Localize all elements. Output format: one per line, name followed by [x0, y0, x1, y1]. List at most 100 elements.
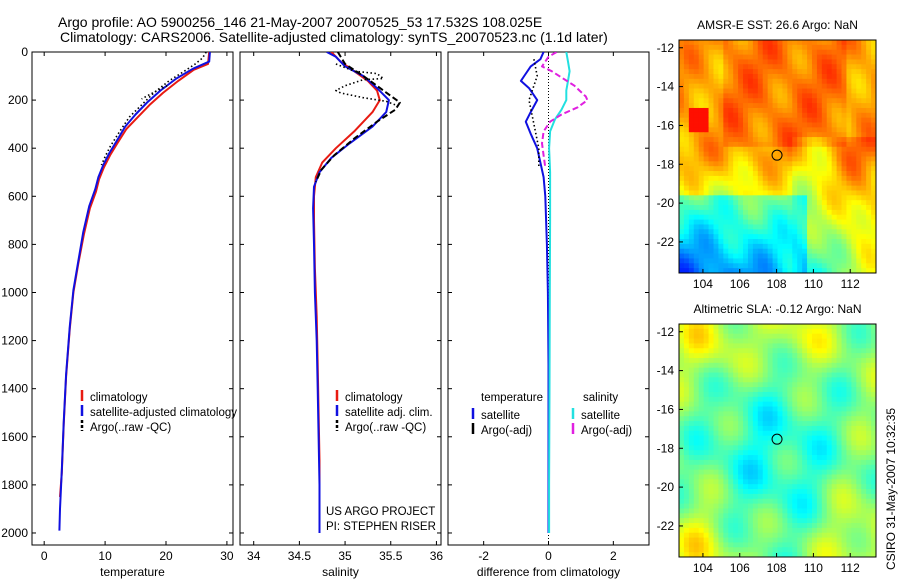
- heatmap-cell: [757, 469, 764, 475]
- heatmap-cell: [738, 489, 744, 495]
- heatmap-cell: [831, 425, 837, 432]
- heatmap-cell: [821, 248, 828, 254]
- heatmap-cell: [708, 175, 714, 182]
- heatmap-cell: [807, 214, 813, 220]
- heatmap-cell: [747, 69, 754, 75]
- difference-series-group: [519, 52, 589, 533]
- heatmap-cell: [767, 328, 773, 335]
- heatmap-cell: [841, 200, 847, 206]
- heatmap-cell: [782, 445, 788, 451]
- heatmap-cell: [762, 205, 769, 211]
- heatmap-cell: [811, 234, 818, 240]
- heatmap-cell: [846, 175, 852, 182]
- heatmap-cell: [782, 324, 788, 330]
- heatmap-cell: [738, 161, 744, 167]
- heatmap-cell: [782, 180, 788, 187]
- heatmap-cell: [693, 117, 700, 123]
- heatmap-cell: [797, 73, 803, 80]
- heatmap-cell: [679, 479, 685, 485]
- heatmap-cell: [738, 387, 744, 393]
- heatmap-cell: [811, 435, 818, 441]
- heatmap-cell: [866, 382, 872, 388]
- heatmap-cell: [866, 459, 872, 466]
- heatmap-cell: [792, 268, 798, 274]
- heatmap-cell: [762, 103, 769, 109]
- heatmap-cell: [693, 357, 700, 364]
- heatmap-cell: [792, 239, 798, 245]
- heatmap-cell: [807, 382, 813, 388]
- legend-header-salinity: salinity: [583, 392, 618, 404]
- heatmap-cell: [826, 382, 833, 388]
- heatmap-cell: [787, 367, 793, 373]
- heatmap-cell: [802, 387, 808, 393]
- heatmap-cell: [718, 445, 724, 451]
- heatmap-cell: [846, 234, 852, 240]
- heatmap-cell: [836, 537, 842, 543]
- heatmap-cell: [683, 523, 690, 529]
- heatmap-cell: [747, 127, 754, 133]
- heatmap-cell: [683, 209, 690, 216]
- heatmap-cell: [851, 401, 857, 407]
- heatmap-cell: [703, 450, 709, 456]
- heatmap-cell: [688, 88, 695, 94]
- heatmap-cell: [698, 248, 705, 254]
- heatmap-cell: [807, 137, 813, 143]
- heatmap-cell: [708, 107, 714, 114]
- heatmap-cell: [846, 513, 852, 519]
- heatmap-cell: [757, 88, 764, 94]
- heatmap-cell: [698, 324, 705, 330]
- heatmap-cell: [811, 141, 818, 148]
- heatmap-cell: [856, 430, 862, 437]
- heatmap-cell: [841, 474, 847, 480]
- heatmap-cell: [807, 98, 813, 104]
- heatmap-cell: [792, 78, 798, 85]
- heatmap-cell: [811, 474, 818, 480]
- heatmap-cell: [782, 527, 788, 534]
- heatmap-cell: [713, 248, 719, 254]
- heatmap-cell: [826, 430, 833, 437]
- heatmap-cell: [733, 401, 739, 407]
- heatmap-cell: [841, 156, 847, 162]
- heatmap-cell: [703, 137, 709, 143]
- heatmap-cell: [757, 416, 764, 422]
- heatmap-cell: [698, 40, 705, 46]
- heatmap-cell: [757, 411, 764, 417]
- temperature-series-satellite-adjusted-climatology: [58, 52, 211, 531]
- heatmap-cell: [821, 122, 828, 128]
- heatmap-cell: [703, 69, 709, 75]
- heatmap-cell: [821, 508, 828, 514]
- heatmap-cell: [841, 180, 847, 187]
- heatmap-cell: [698, 214, 705, 220]
- heatmap-cell: [688, 353, 695, 359]
- heatmap-cell: [841, 49, 847, 55]
- heatmap-cell: [826, 49, 833, 55]
- heatmap-cell: [698, 430, 705, 437]
- heatmap-cell: [772, 253, 778, 259]
- heatmap-cell: [802, 224, 808, 230]
- heatmap-cell: [688, 435, 695, 441]
- heatmap-cell: [841, 248, 847, 254]
- heatmap-cell: [743, 469, 749, 475]
- heatmap-cell: [836, 455, 842, 461]
- heatmap-cell: [752, 343, 759, 349]
- heatmap-cell: [831, 547, 837, 553]
- heatmap-cell: [723, 479, 729, 485]
- heatmap-cell: [708, 117, 714, 123]
- heatmap-cell: [772, 107, 778, 114]
- heatmap-cell: [752, 348, 759, 354]
- heatmap-cell: [777, 445, 783, 451]
- heatmap-cell: [782, 484, 788, 490]
- heatmap-cell: [708, 503, 714, 509]
- heatmap-cell: [723, 239, 729, 245]
- heatmap-cell: [698, 127, 705, 133]
- heatmap-cell: [802, 401, 808, 407]
- heatmap-cell: [757, 493, 764, 500]
- heatmap-cell: [762, 44, 769, 51]
- heatmap-cell: [821, 49, 828, 55]
- heatmap-cell: [831, 122, 837, 128]
- heatmap-cell: [811, 440, 818, 446]
- heatmap-cell: [683, 229, 690, 235]
- heatmap-cell: [752, 387, 759, 393]
- heatmap-cell: [703, 253, 709, 259]
- heatmap-cell: [816, 338, 823, 344]
